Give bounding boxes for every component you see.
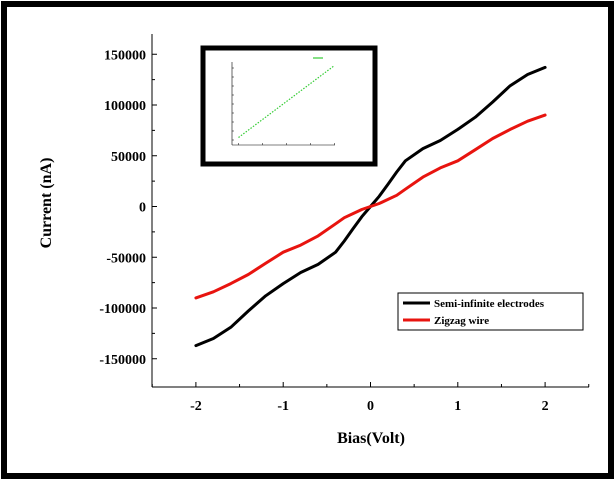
- y-tick-label: 0: [139, 201, 146, 216]
- y-axis-title: Current (nA): [38, 158, 55, 249]
- x-tick-label: 0: [367, 399, 374, 414]
- main-plot: -150000 -100000 -50000 0 50000 100000 150000 -2…: [38, 34, 590, 447]
- y-tick-label: -50000: [106, 251, 146, 266]
- y-tick-label: -150000: [99, 353, 146, 368]
- inset-frame: [200, 45, 378, 167]
- x-tick-label: -1: [277, 399, 289, 414]
- inset-axes: [231, 57, 335, 146]
- legend-label-semi-infinite: Semi-infinite electrodes: [434, 298, 545, 310]
- legend-entry-zigzag: Zigzag wire: [403, 315, 489, 327]
- y-tick-label: 150000: [104, 48, 146, 63]
- inset-plot: [200, 45, 378, 167]
- x-tick-label: 2: [542, 399, 549, 414]
- y-tick-label: 50000: [111, 150, 146, 165]
- main-axes: -150000 -100000 -50000 0 50000 100000 150000 -2…: [99, 34, 590, 414]
- legend-entry-semi-infinite: Semi-infinite electrodes: [403, 298, 545, 310]
- legend: Semi-infinite electrodes Zigzag wire: [397, 292, 584, 331]
- x-tick-label: 1: [454, 399, 461, 414]
- inset-series-group: [238, 65, 335, 138]
- x-axis-title: Bias(Volt): [337, 430, 405, 447]
- inset-series-line: [238, 65, 335, 138]
- main-series-group: [194, 65, 547, 348]
- x-tick-label: -2: [190, 399, 202, 414]
- series-line-zigzag: [194, 113, 547, 300]
- legend-box: [397, 292, 584, 331]
- y-tick-label: -100000: [99, 302, 146, 317]
- legend-label-zigzag: Zigzag wire: [434, 315, 489, 327]
- y-tick-label: 100000: [104, 99, 146, 114]
